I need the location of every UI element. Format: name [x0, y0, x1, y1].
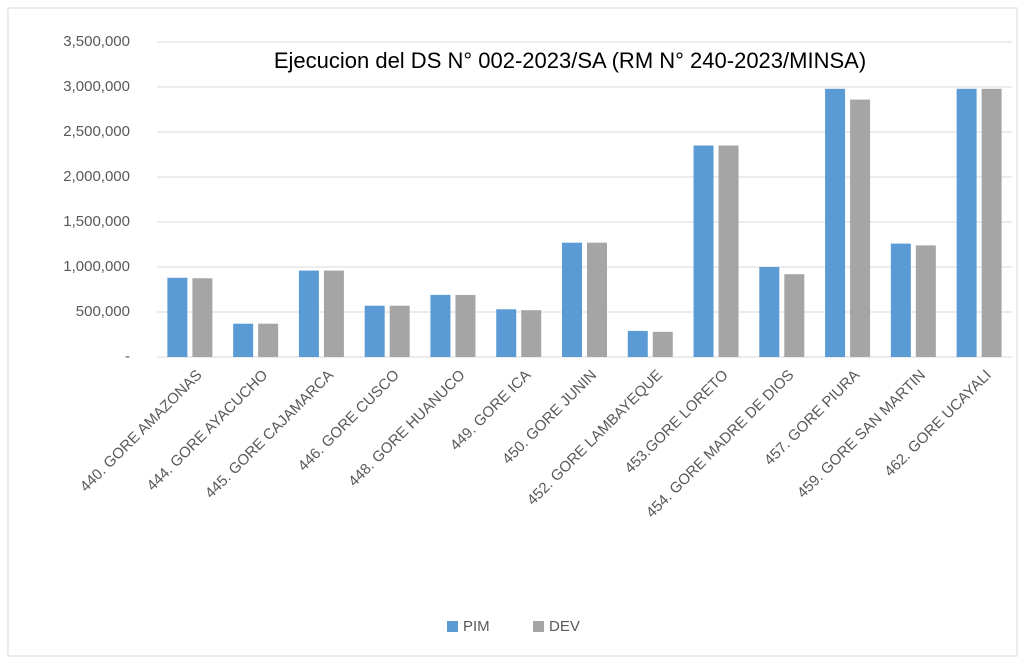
- bar: [298, 270, 319, 357]
- bar: [759, 267, 780, 357]
- bar: [784, 274, 805, 357]
- bar: [496, 309, 517, 357]
- bar: [192, 278, 213, 357]
- legend-swatch: [533, 621, 544, 632]
- bar: [956, 88, 977, 358]
- legend-label: DEV: [549, 618, 580, 635]
- y-tick-label: 3,500,000: [63, 33, 130, 50]
- bar: [587, 242, 607, 357]
- bar: [627, 330, 648, 357]
- bar: [718, 145, 739, 357]
- bar: [167, 277, 188, 357]
- legend-swatch: [447, 621, 458, 632]
- bar: [233, 323, 254, 357]
- bar: [258, 323, 279, 357]
- bar: [915, 245, 936, 357]
- y-tick-label: 2,500,000: [63, 123, 130, 140]
- y-tick-label: -: [125, 348, 130, 365]
- bar: [455, 294, 476, 357]
- bar: [323, 270, 344, 357]
- bar: [825, 88, 846, 358]
- y-tick-label: 1,500,000: [63, 213, 130, 230]
- legend-label: PIM: [463, 618, 490, 635]
- y-tick-label: 500,000: [76, 303, 130, 320]
- bar: [389, 305, 410, 357]
- bar: [430, 294, 451, 357]
- y-tick-label: 3,000,000: [63, 78, 130, 95]
- y-tick-label: 2,000,000: [63, 168, 130, 185]
- bar: [981, 88, 1002, 358]
- bar: [364, 305, 385, 357]
- y-tick-label: 1,000,000: [63, 258, 130, 275]
- chart-title: Ejecucion del DS N° 002-2023/SA (RM N° 2…: [274, 48, 866, 73]
- bar: [521, 310, 542, 357]
- bar: [693, 145, 714, 357]
- bar: [562, 242, 582, 357]
- bar: [850, 99, 871, 357]
- bar: [652, 331, 673, 357]
- bar: [890, 243, 911, 357]
